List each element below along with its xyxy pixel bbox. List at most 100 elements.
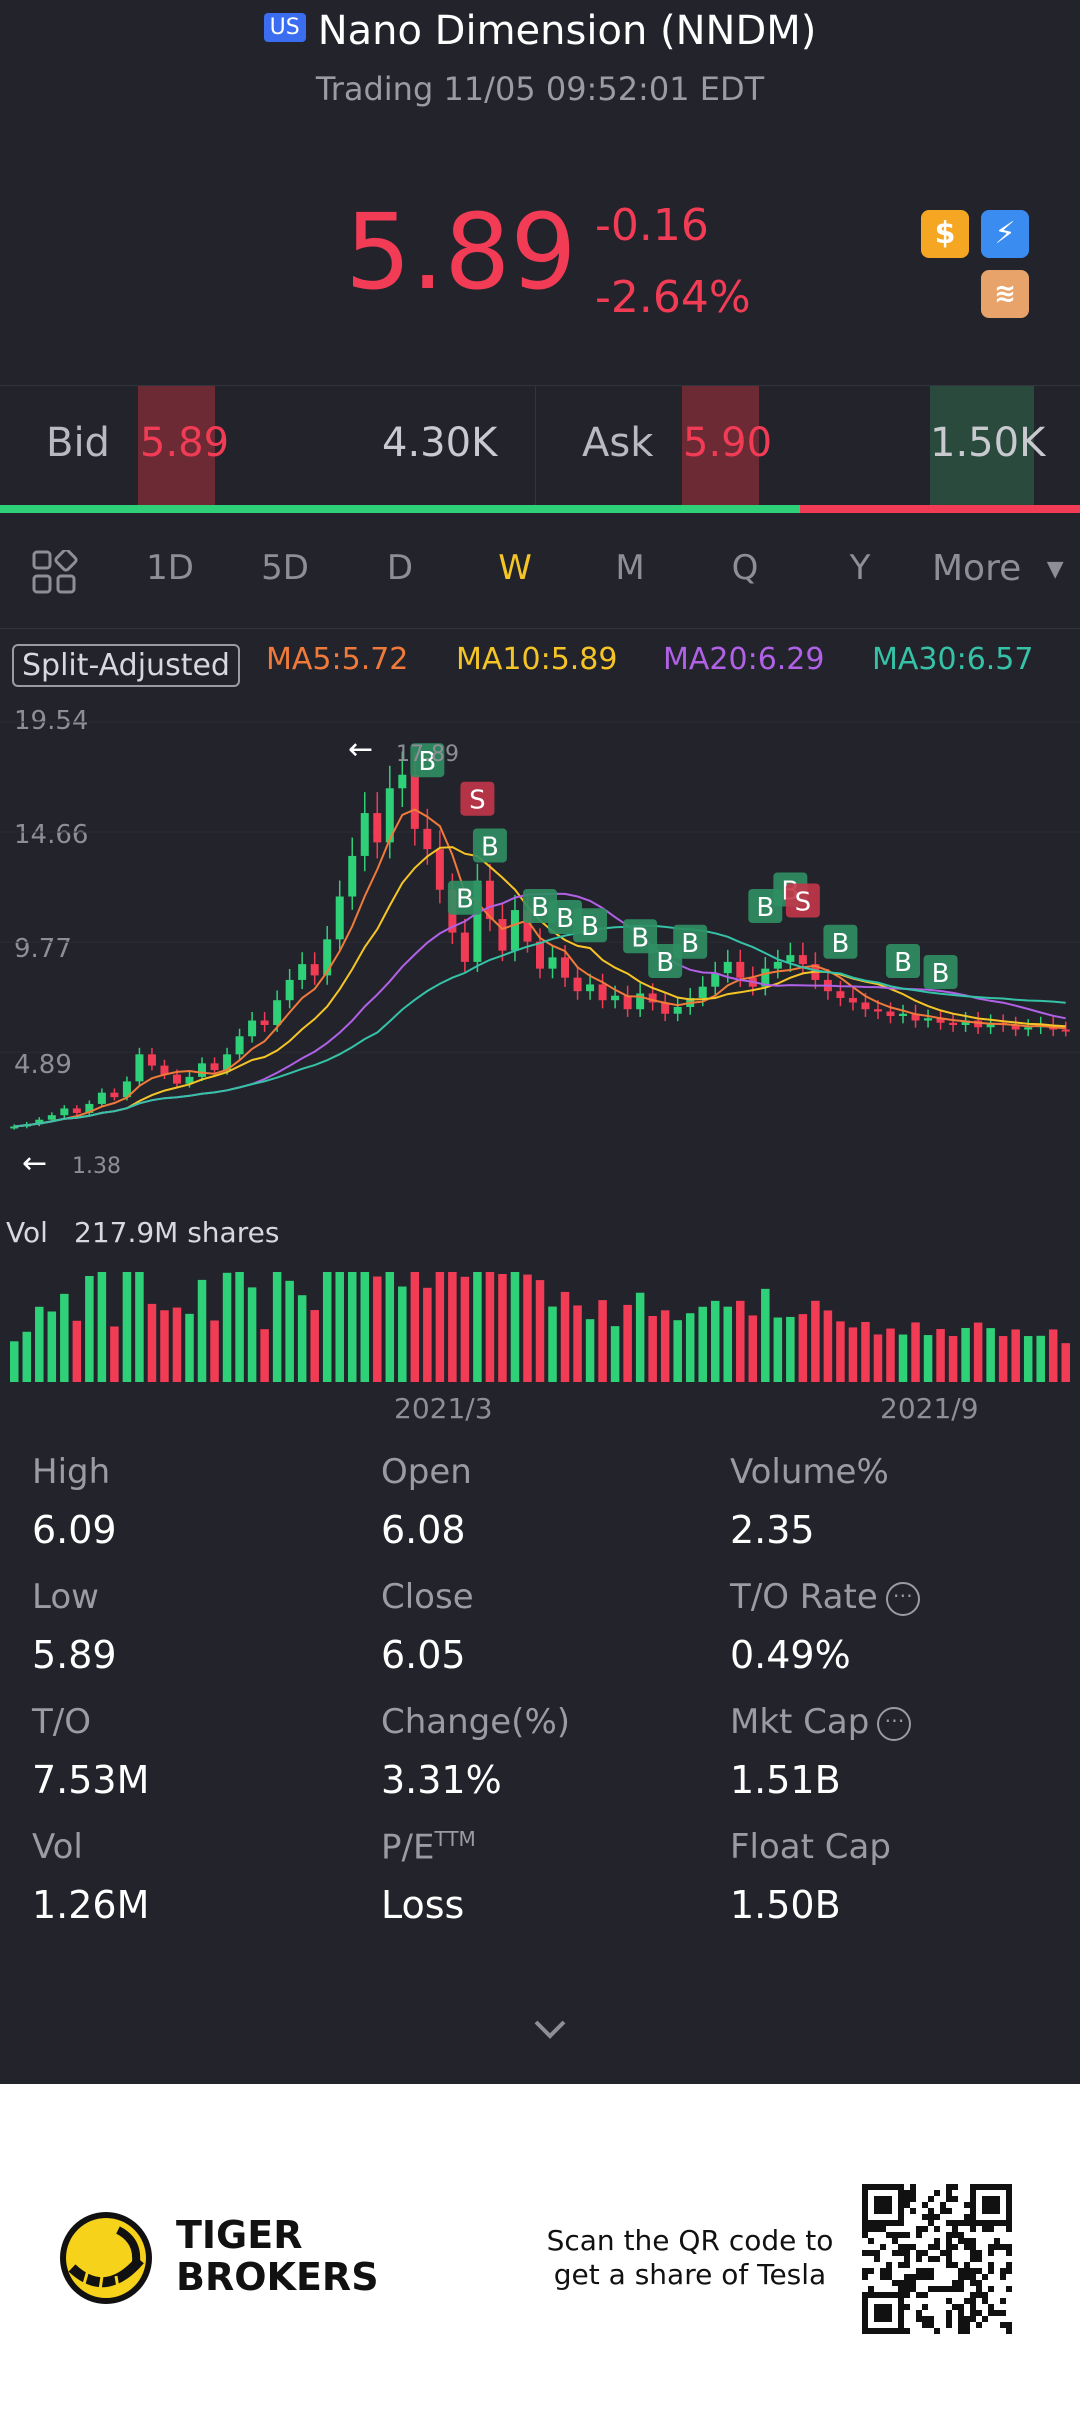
volume-bar [285,1280,294,1382]
bid-size: 4.30K [382,420,498,466]
qr-module [988,2250,994,2256]
volume-bar [135,1272,144,1382]
price-change-percent: -2.64% [595,272,751,323]
qr-module [910,2274,916,2280]
tab-y[interactable]: Y [849,548,871,588]
qr-finder-core [982,2196,1000,2214]
chevron-down-icon[interactable] [530,2014,570,2044]
qr-module [904,2304,910,2310]
qr-module [1006,2250,1012,2256]
qr-module [976,2292,982,2298]
qr-module [934,2244,940,2250]
split-adjusted-button[interactable]: Split-Adjusted [12,644,240,687]
volume-bar [710,1300,720,1382]
tab-q[interactable]: Q [731,548,759,588]
qr-module [958,2310,964,2316]
qr-module [946,2238,952,2244]
candle [348,855,357,897]
tab-d[interactable]: D [386,548,414,588]
ma5-value: MA5:5.72 [266,642,409,677]
tab-w[interactable]: W [498,548,532,588]
volume-bar [410,1272,420,1382]
volume-bar [85,1275,94,1382]
tab-more[interactable]: More ▼ [932,548,1064,589]
tab-1d[interactable]: 1D [146,548,194,588]
qr-module [964,2202,970,2208]
qr-module [898,2286,904,2292]
volume-bar [986,1328,995,1382]
tab-5d[interactable]: 5D [261,548,309,588]
volume-bar [535,1280,545,1382]
volume-bar [423,1287,432,1382]
low-arrow-icon: ← [22,1146,48,1181]
qr-module [928,2286,934,2292]
volume-bar [1023,1336,1033,1382]
volume-bar [798,1314,808,1382]
more-info-icon[interactable]: ⋯ [877,1706,912,1741]
high-marker-label: 17.89 [396,742,459,767]
qr-module [952,2280,958,2286]
candle [360,813,369,856]
qr-module [928,2220,934,2226]
layout-grid-icon[interactable] [32,548,78,596]
candlestick-chart[interactable]: BBBBBBBBBBBBBBSS [0,700,1080,1190]
qr-module [940,2202,946,2208]
volume-bar [347,1272,357,1382]
qr-module [1000,2322,1006,2328]
volume-bar [60,1293,69,1382]
y-tick-label: 14.66 [14,820,89,850]
candle [198,1063,207,1077]
candle [60,1108,69,1116]
candle [661,1002,670,1014]
volume-bar [385,1272,395,1382]
stack-icon[interactable]: ≋ [981,270,1029,318]
stat-label: Close [381,1577,474,1617]
candle [335,896,344,940]
volume-bar [498,1273,507,1382]
dollar-icon[interactable]: $ [921,210,969,258]
qr-module [964,2274,970,2280]
flash-icon[interactable]: ⚡ [981,210,1029,258]
ask-ratio-bar [800,505,1080,513]
volume-bar [435,1272,445,1382]
candle [460,932,469,962]
tab-m[interactable]: M [615,548,645,588]
volume-bar [761,1288,770,1382]
volume-bar [260,1329,269,1382]
buy-marker-label: B [656,948,674,978]
ask-label: Ask [582,420,654,466]
qr-module [934,2214,940,2220]
buy-marker [472,828,507,863]
qr-module [904,2286,910,2292]
candle [285,979,294,1001]
qr-module [982,2292,988,2298]
qr-module [910,2196,916,2202]
qr-module [910,2244,916,2250]
qr-module [892,2250,898,2256]
volume-bar [610,1326,620,1382]
qr-module [916,2292,922,2298]
candle [160,1065,169,1075]
orderbook-row [0,385,1080,508]
candle [248,1020,257,1037]
volume-bar [335,1272,344,1382]
volume-bar [35,1306,44,1382]
more-info-icon[interactable]: ⋯ [885,1581,920,1616]
y-tick-label: 19.54 [14,706,89,736]
qr-module [976,2256,982,2262]
qr-module [886,2274,892,2280]
candle [986,1022,995,1028]
candle [848,997,857,1003]
candle [423,828,432,850]
candle [410,774,419,829]
y-tick-label: 9.77 [14,934,72,964]
qr-module [862,2226,868,2232]
qr-module [904,2328,910,2334]
candle [961,1020,970,1026]
qr-module [922,2214,928,2220]
volume-bar [948,1336,958,1382]
qr-module [970,2316,976,2322]
qr-module [946,2256,952,2262]
qr-module [976,2250,982,2256]
ma5-line [14,808,1066,1128]
